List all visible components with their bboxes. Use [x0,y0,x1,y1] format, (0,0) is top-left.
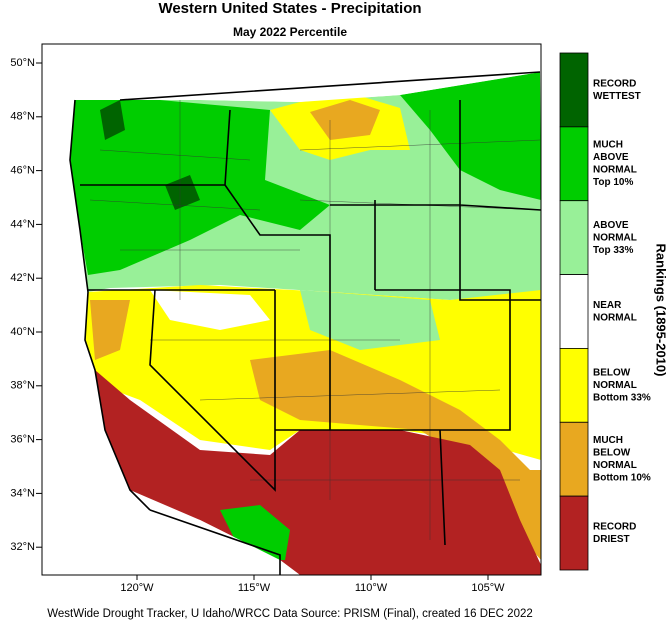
legend-label: NORMAL [593,460,637,471]
legend-label: Bottom 33% [593,392,651,403]
title: Western United States - Precipitation [158,0,421,17]
much-below-patch [90,300,130,360]
ocean [42,44,150,510]
legend-label: ABOVE [593,152,629,163]
legend-swatch [559,495,589,571]
lat-labels: 50°N 48°N 46°N 44°N 42°N 40°N 38°N 36°N 34°N 32°N [10,57,42,553]
canada [42,44,541,102]
legend-label: NORMAL [593,380,637,391]
legend-label: Bottom 10% [593,473,651,484]
lat-label: 38°N [10,380,35,392]
lat-label: 34°N [10,487,35,499]
map-frame [41,43,542,576]
lat-label: 36°N [10,434,35,446]
lat-label: 40°N [10,326,35,338]
legend-swatch [559,274,589,349]
state-borders [80,71,542,575]
legend-label: NEAR [593,300,622,311]
legend-label: RECORD [593,521,636,532]
lon-label: 105°W [471,582,505,594]
legend-label: NORMAL [593,312,637,323]
lat-label: 44°N [10,218,35,230]
legend-label: WETTEST [593,91,641,102]
subtitle: May 2022 Percentile [233,25,347,39]
map-area [41,43,542,576]
lon-label: 110°W [355,582,388,594]
legend-swatch [559,52,589,128]
footer: WestWide Drought Tracker, U Idaho/WRCC D… [47,608,533,620]
coastline [69,99,151,511]
legend-label: RECORD [593,78,636,89]
legend-swatch [559,126,589,202]
much-above-region [70,100,330,275]
legend-label: Top 10% [593,177,633,188]
legend-title: Rankings (1895-2010) [654,244,669,377]
lat-label: 46°N [10,165,35,177]
record-dry-region [95,370,541,575]
legend-label: BELOW [593,367,631,378]
legend-label: DRIEST [593,534,630,545]
much-below-north [310,100,380,140]
much-above-region-ne [400,72,541,200]
legend-label: NORMAL [593,232,637,243]
legend-label: Top 33% [593,245,633,256]
above-normal-patch [300,290,440,350]
legend-swatch [559,200,589,275]
legend-swatch [559,421,589,497]
much-below-south [250,350,541,560]
legend-label: BELOW [593,448,631,459]
lat-label: 42°N [10,272,35,284]
lon-label: 120°W [120,582,154,594]
mexico [42,510,300,575]
legend-label: MUCH [593,435,623,446]
lat-label: 50°N [10,57,35,69]
lat-label: 48°N [10,111,35,123]
lon-labels: 120°W 115°W 110°W 105°W [120,575,505,594]
record-wet-patch [165,175,200,210]
legend-label: NORMAL [593,165,637,176]
much-above-az [220,505,290,560]
record-wet-patch [100,100,125,140]
lat-label: 32°N [10,541,35,553]
legend-label: ABOVE [593,220,629,231]
legend-label: MUCH [593,140,623,151]
legend-swatch [559,348,589,423]
lon-label: 115°W [238,582,271,594]
